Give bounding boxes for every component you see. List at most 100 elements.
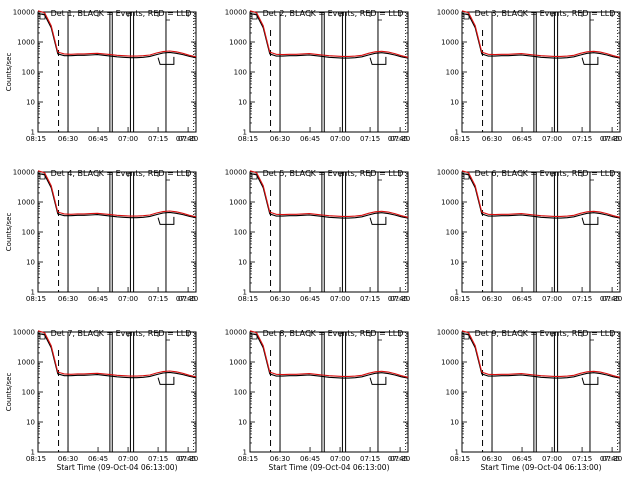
- x-tick-label: 08:15: [450, 135, 470, 143]
- x-tick-label: 06:30: [270, 135, 290, 143]
- x-tick-label: 07:30: [602, 295, 622, 303]
- y-tick-label: 10: [450, 259, 459, 267]
- x-tick-label: 08:15: [238, 455, 258, 463]
- series-dip-segment: [369, 216, 387, 225]
- y-axis-label: Counts/sec: [5, 53, 13, 92]
- x-tick-label: 06:30: [482, 135, 502, 143]
- series-dip-segment: [369, 376, 387, 385]
- corner-box-mark: [39, 173, 46, 180]
- y-tick-label: 10: [238, 259, 247, 267]
- x-tick-label: 07:30: [390, 295, 410, 303]
- y-tick-label: 100: [446, 229, 459, 237]
- x-tick-label: 07:00: [118, 135, 138, 143]
- chart-panel-6: 1 10 100 1000 10000 08:15 06:30 06:45 07:00 07:15…: [437, 169, 622, 304]
- y-tick-label: 10: [26, 419, 35, 427]
- y-tick-label: 1: [455, 449, 459, 457]
- x-tick-label: 07:30: [602, 455, 622, 463]
- y-tick-label: 1: [243, 129, 247, 137]
- bracket-mark: [377, 334, 382, 341]
- plot-frame: [37, 11, 197, 133]
- x-tick-label: 07:00: [330, 135, 350, 143]
- x-tick-label: 07:45: [176, 135, 196, 143]
- y-tick-label: 100: [234, 389, 247, 397]
- x-tick-label: 06:45: [88, 135, 108, 143]
- y-tick-label: 10: [450, 99, 459, 107]
- x-tick-label: 06:45: [300, 295, 320, 303]
- x-tick-label: 08:15: [238, 295, 258, 303]
- y-tick-label: 10000: [437, 169, 459, 177]
- x-tick-label: 07:45: [388, 455, 408, 463]
- corner-box-mark: [251, 13, 258, 20]
- y-tick-label: 100: [446, 389, 459, 397]
- x-tick-label: 06:45: [512, 135, 532, 143]
- x-tick-label: 06:30: [482, 295, 502, 303]
- x-tick-label: 07:45: [600, 135, 620, 143]
- series-line-events: [249, 12, 409, 59]
- series-dip-segment: [157, 56, 175, 65]
- corner-box-mark: [39, 333, 46, 340]
- bracket-mark: [377, 14, 382, 21]
- chart-title: Det 6, BLACK = Events, RED = LLD: [475, 169, 616, 178]
- y-tick-label: 10000: [437, 9, 459, 17]
- x-tick-label: 06:45: [88, 295, 108, 303]
- x-tick-label: 07:15: [360, 295, 380, 303]
- chart-title: Det 8, BLACK = Events, RED = LLD: [263, 329, 404, 338]
- chart-panel-9: 1 10 100 1000 10000 08:15 06:30 06:45 07:00 07:15…: [437, 329, 622, 473]
- chart-title: Det 2, BLACK = Events, RED = LLD: [263, 9, 404, 18]
- x-tick-label: 07:45: [600, 295, 620, 303]
- x-tick-label: 06:45: [512, 295, 532, 303]
- bracket-mark: [377, 174, 382, 181]
- y-tick-label: 1000: [441, 199, 459, 207]
- series-line-events: [37, 332, 197, 379]
- bracket-mark: [165, 334, 170, 341]
- y-tick-label: 1000: [229, 199, 247, 207]
- y-tick-label: 1: [31, 129, 35, 137]
- series-line-lld: [461, 170, 621, 218]
- chart-panel-7: 1 10 100 1000 10000 08:15 06:30 06:45 07:00 07:15…: [5, 329, 198, 473]
- y-tick-label: 100: [446, 69, 459, 77]
- bracket-mark: [165, 174, 170, 181]
- x-tick-label: 07:00: [542, 135, 562, 143]
- y-axis-label: Counts/sec: [5, 373, 13, 412]
- y-tick-label: 10000: [13, 169, 35, 177]
- x-tick-label: 07:45: [600, 455, 620, 463]
- x-tick-label: 07:45: [388, 135, 408, 143]
- y-tick-label: 1: [31, 289, 35, 297]
- series-line-events: [37, 12, 197, 59]
- plot-frame: [461, 331, 621, 453]
- x-tick-label: 07:45: [388, 295, 408, 303]
- x-tick-label: 08:15: [450, 455, 470, 463]
- x-tick-label: 08:15: [26, 295, 46, 303]
- chart-title: Det 4, BLACK = Events, RED = LLD: [51, 169, 192, 178]
- y-tick-label: 1000: [441, 39, 459, 47]
- series-dip-segment: [157, 376, 175, 385]
- x-tick-label: 07:00: [330, 295, 350, 303]
- x-axis-label: Start Time (09-Oct-04 06:13:00): [268, 463, 389, 472]
- corner-box-mark: [251, 333, 258, 340]
- series-line-lld: [37, 330, 197, 378]
- corner-box-mark: [251, 173, 258, 180]
- y-tick-label: 1000: [17, 359, 35, 367]
- chart-title: Det 9, BLACK = Events, RED = LLD: [475, 329, 616, 338]
- x-tick-label: 06:45: [300, 455, 320, 463]
- series-dip-segment: [581, 56, 599, 65]
- series-line-events: [249, 332, 409, 379]
- series-line-events: [249, 172, 409, 219]
- y-tick-label: 10: [26, 259, 35, 267]
- y-tick-label: 1000: [229, 359, 247, 367]
- x-axis-label: Start Time (09-Oct-04 06:13:00): [480, 463, 601, 472]
- plot-frame: [249, 331, 409, 453]
- y-tick-label: 1: [455, 289, 459, 297]
- plot-frame: [37, 171, 197, 293]
- series-line-lld: [461, 330, 621, 378]
- x-tick-label: 08:15: [26, 455, 46, 463]
- x-tick-label: 07:00: [118, 295, 138, 303]
- chart-panel-5: 1 10 100 1000 10000 08:15 06:30 06:45 07:00 07:15…: [225, 169, 410, 304]
- x-tick-label: 07:30: [602, 135, 622, 143]
- series-line-lld: [37, 170, 197, 218]
- bracket-mark: [589, 334, 594, 341]
- x-tick-label: 07:30: [390, 455, 410, 463]
- series-dip-segment: [369, 56, 387, 65]
- x-tick-label: 07:30: [178, 135, 198, 143]
- x-tick-label: 07:15: [360, 455, 380, 463]
